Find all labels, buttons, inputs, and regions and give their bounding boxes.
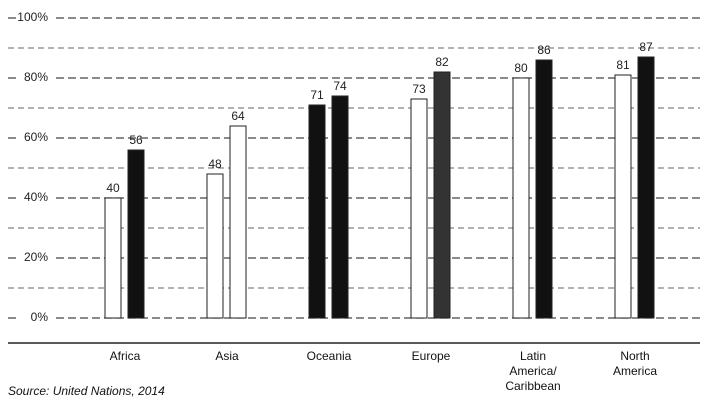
value-label: 64: [231, 109, 245, 123]
x-tick-label: Latin America/ Caribbean: [505, 349, 561, 393]
bar: [433, 71, 451, 319]
y-tick-label: 100%: [17, 10, 48, 24]
tick-label-bg: [18, 70, 52, 86]
value-label: 81: [616, 58, 630, 72]
bar: [637, 56, 655, 319]
bar: [535, 59, 553, 319]
tick-label-bg: [18, 190, 52, 206]
bar: [308, 104, 326, 319]
bar: [229, 125, 247, 319]
x-tick-label: North America: [612, 349, 657, 378]
y-tick-label: 40%: [24, 190, 48, 204]
tick-label-bg: [18, 250, 52, 266]
value-label: 74: [333, 79, 347, 93]
tick-label-bg: [18, 10, 52, 26]
bar: [127, 149, 145, 319]
value-label: 48: [208, 157, 222, 171]
bar: [331, 95, 349, 319]
tick-label-bg: [18, 310, 52, 326]
bar: [614, 74, 632, 319]
y-tick-label: 60%: [24, 130, 48, 144]
y-tick-label: 0%: [31, 310, 49, 324]
value-label: 73: [412, 82, 426, 96]
tick-label-bg: [18, 130, 52, 146]
x-tick-label: Asia: [215, 349, 239, 363]
value-label: 86: [537, 43, 551, 57]
x-tick-label: Oceania: [306, 349, 352, 363]
value-label: 40: [106, 181, 120, 195]
value-label: 71: [310, 88, 324, 102]
source: Source: United Nations, 2014: [8, 384, 165, 398]
x-tick-label: Europe: [411, 349, 451, 363]
bar: [206, 173, 224, 319]
y-tick-label: 80%: [24, 70, 48, 84]
bar: [104, 197, 122, 319]
x-tick-label: Africa: [109, 349, 141, 363]
value-label: 56: [129, 133, 143, 147]
bar: [410, 98, 428, 319]
value-label: 87: [639, 40, 653, 54]
value-label: 80: [514, 61, 528, 75]
y-tick-label: 20%: [24, 250, 48, 264]
value-label: 82: [435, 55, 449, 69]
bar: [512, 77, 530, 319]
